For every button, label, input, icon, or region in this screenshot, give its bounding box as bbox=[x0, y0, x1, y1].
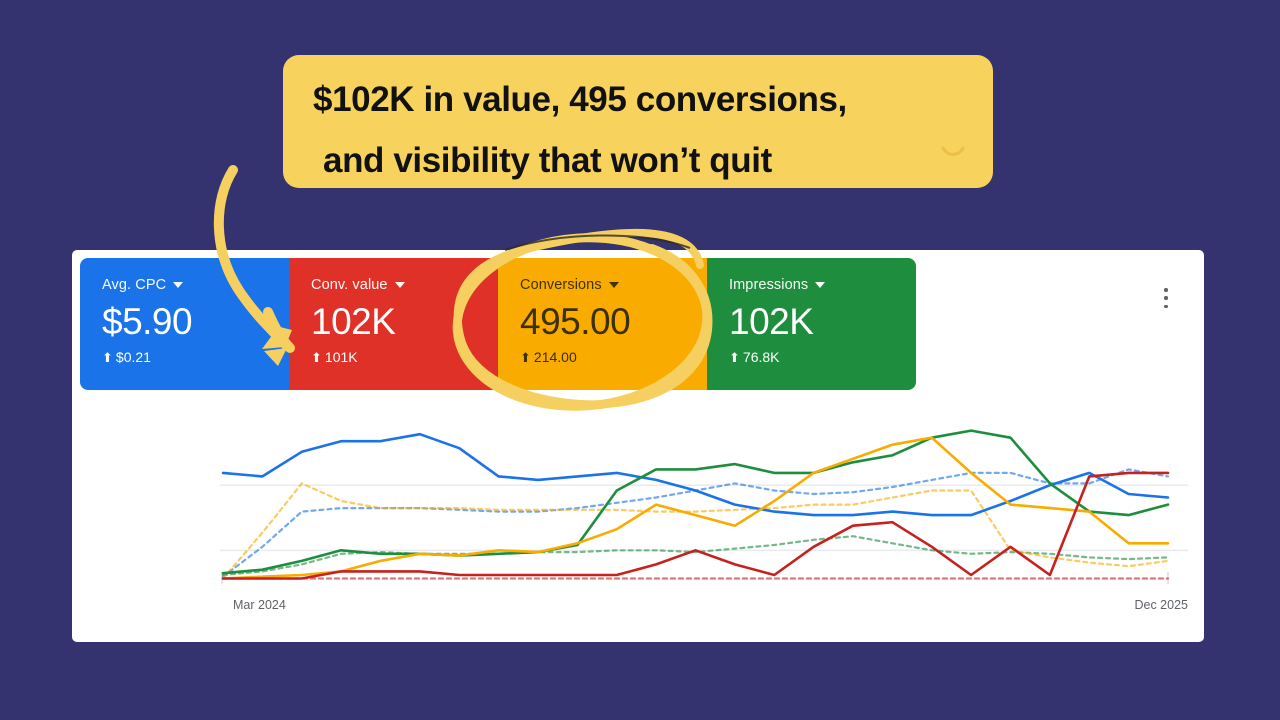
metric-delta-value: 101K bbox=[324, 349, 358, 365]
chevron-down-icon[interactable] bbox=[173, 282, 184, 288]
metric-delta-value: 214.00 bbox=[533, 349, 577, 365]
chart-series-line bbox=[221, 429, 1170, 575]
chart-series-line bbox=[221, 535, 1170, 577]
chart-canvas bbox=[220, 429, 1188, 584]
chevron-down-icon[interactable] bbox=[815, 282, 826, 288]
arrow-up-icon: ⬆ bbox=[520, 349, 531, 365]
chevron-down-icon[interactable] bbox=[608, 282, 619, 288]
metric-cards: Avg. CPC $5.90 ⬆ $0.21 Conv. value 102K … bbox=[80, 258, 916, 390]
chart-series-line bbox=[221, 432, 1170, 517]
headline-line-2: and visibility that won’t quit bbox=[323, 141, 772, 180]
metric-label: Conversions bbox=[520, 277, 602, 293]
dashboard-panel: Avg. CPC $5.90 ⬆ $0.21 Conv. value 102K … bbox=[72, 250, 1204, 642]
headline-line-1: $102K in value, 495 conversions, bbox=[313, 80, 847, 119]
x-axis-start-label: Mar 2024 bbox=[233, 598, 286, 612]
metric-card-header[interactable]: Conversions bbox=[520, 277, 707, 293]
metric-label: Conv. value bbox=[311, 277, 388, 293]
metric-card-impressions[interactable]: Impressions 102K ⬆ 76.8K bbox=[707, 258, 916, 390]
metric-delta: ⬆ 101K bbox=[311, 349, 498, 365]
metric-card-header[interactable]: Impressions bbox=[729, 277, 916, 293]
metric-delta-value: 76.8K bbox=[742, 349, 780, 365]
metric-value: 495.00 bbox=[520, 301, 631, 342]
x-axis-end-label: Dec 2025 bbox=[1134, 598, 1188, 612]
smiley-icon bbox=[941, 146, 965, 156]
arrow-up-icon: ⬆ bbox=[311, 349, 322, 365]
metric-card-header[interactable]: Avg. CPC bbox=[102, 277, 289, 293]
trend-chart: Mar 2024 Dec 2025 bbox=[80, 400, 1196, 634]
chevron-down-icon[interactable] bbox=[394, 282, 405, 288]
chart-series-line bbox=[221, 471, 1170, 580]
metric-card-header[interactable]: Conv. value bbox=[311, 277, 498, 293]
chart-series-line bbox=[221, 436, 1170, 580]
metric-value: $5.90 bbox=[102, 301, 193, 342]
metric-card-avg-cpc[interactable]: Avg. CPC $5.90 ⬆ $0.21 bbox=[80, 258, 289, 390]
metric-value: 102K bbox=[729, 301, 814, 342]
arrow-up-icon: ⬆ bbox=[102, 349, 113, 365]
metric-card-conversions[interactable]: Conversions 495.00 ⬆ 214.00 bbox=[498, 258, 707, 390]
metric-value: 102K bbox=[311, 301, 396, 342]
arrow-up-icon: ⬆ bbox=[729, 349, 740, 365]
headline-callout: $102K in value, 495 conversions, and vis… bbox=[283, 55, 993, 188]
kebab-menu-icon[interactable] bbox=[1156, 286, 1176, 310]
metric-delta-value: $0.21 bbox=[115, 349, 151, 365]
metric-label: Avg. CPC bbox=[102, 277, 167, 293]
metric-delta: ⬆ 76.8K bbox=[729, 349, 916, 365]
chart-series-line bbox=[221, 482, 1170, 580]
metric-delta: ⬆ $0.21 bbox=[102, 349, 289, 365]
metric-label: Impressions bbox=[729, 277, 809, 293]
metric-delta: ⬆ 214.00 bbox=[520, 349, 707, 365]
metric-card-conv-value[interactable]: Conv. value 102K ⬆ 101K bbox=[289, 258, 498, 390]
